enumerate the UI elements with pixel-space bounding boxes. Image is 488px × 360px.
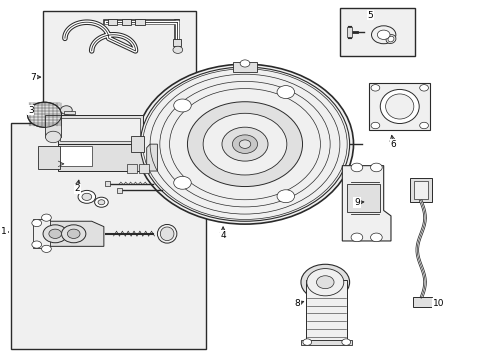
Circle shape	[94, 197, 108, 207]
Ellipse shape	[385, 94, 413, 119]
Ellipse shape	[160, 227, 174, 240]
Circle shape	[187, 102, 302, 186]
Bar	[43, 12, 196, 119]
Circle shape	[45, 131, 61, 143]
Text: 7: 7	[30, 73, 36, 82]
Circle shape	[240, 60, 249, 67]
Bar	[305, 280, 346, 339]
Circle shape	[61, 225, 86, 243]
Circle shape	[27, 102, 61, 127]
Polygon shape	[342, 166, 390, 241]
Circle shape	[370, 233, 382, 242]
Text: 4: 4	[220, 231, 225, 240]
Text: 3: 3	[28, 105, 34, 114]
Circle shape	[32, 220, 41, 226]
Circle shape	[316, 276, 333, 289]
Circle shape	[49, 229, 61, 238]
Circle shape	[277, 190, 294, 203]
Polygon shape	[300, 339, 351, 345]
Circle shape	[98, 200, 104, 205]
Text: 8: 8	[294, 299, 300, 308]
Circle shape	[82, 193, 92, 201]
Bar	[60, 118, 140, 141]
Circle shape	[371, 26, 395, 44]
Polygon shape	[33, 220, 50, 248]
Circle shape	[61, 106, 72, 114]
Polygon shape	[368, 83, 429, 130]
Polygon shape	[146, 144, 157, 171]
Polygon shape	[38, 221, 103, 246]
Circle shape	[203, 113, 286, 175]
Circle shape	[78, 190, 95, 203]
Circle shape	[173, 176, 191, 189]
Bar	[346, 184, 380, 212]
Bar	[413, 181, 427, 199]
Circle shape	[140, 67, 349, 221]
Bar	[173, 39, 181, 45]
Bar	[130, 136, 144, 152]
Circle shape	[341, 339, 350, 345]
Circle shape	[67, 229, 80, 238]
Circle shape	[222, 127, 267, 161]
Circle shape	[419, 122, 427, 129]
Circle shape	[350, 163, 362, 172]
Circle shape	[377, 30, 389, 40]
Bar	[107, 19, 116, 25]
Text: 1: 1	[1, 228, 7, 237]
Bar	[38, 146, 60, 169]
Bar	[232, 62, 257, 72]
Circle shape	[239, 140, 250, 148]
Circle shape	[370, 85, 379, 91]
Circle shape	[350, 233, 362, 242]
Bar	[105, 181, 110, 186]
Ellipse shape	[385, 35, 395, 44]
Circle shape	[370, 122, 379, 129]
Ellipse shape	[387, 36, 393, 42]
Bar	[339, 8, 414, 56]
Bar	[139, 164, 148, 173]
Text: 9: 9	[353, 198, 359, 207]
Circle shape	[173, 99, 191, 112]
Bar	[11, 123, 205, 348]
Bar	[127, 164, 137, 173]
Bar	[134, 19, 145, 25]
Bar	[58, 116, 142, 144]
Polygon shape	[412, 297, 431, 307]
Circle shape	[41, 245, 51, 252]
Ellipse shape	[157, 225, 177, 243]
Bar	[122, 19, 131, 25]
Bar	[64, 111, 75, 114]
Text: 2: 2	[74, 184, 80, 193]
Circle shape	[302, 339, 311, 345]
Circle shape	[173, 46, 183, 53]
Circle shape	[41, 214, 51, 221]
Circle shape	[136, 64, 353, 224]
Polygon shape	[409, 178, 431, 202]
Circle shape	[300, 264, 349, 300]
Circle shape	[306, 269, 343, 296]
Bar	[346, 27, 351, 37]
Circle shape	[419, 85, 427, 91]
Text: 6: 6	[390, 140, 395, 149]
Bar	[58, 144, 152, 171]
Circle shape	[277, 86, 294, 99]
Circle shape	[43, 225, 67, 243]
Bar	[45, 116, 61, 137]
Text: 5: 5	[367, 10, 373, 19]
Circle shape	[370, 163, 382, 172]
Text: 10: 10	[432, 299, 444, 308]
Ellipse shape	[380, 89, 418, 123]
Bar	[58, 146, 92, 166]
Circle shape	[32, 241, 41, 248]
Bar	[117, 188, 122, 193]
Circle shape	[232, 135, 257, 153]
